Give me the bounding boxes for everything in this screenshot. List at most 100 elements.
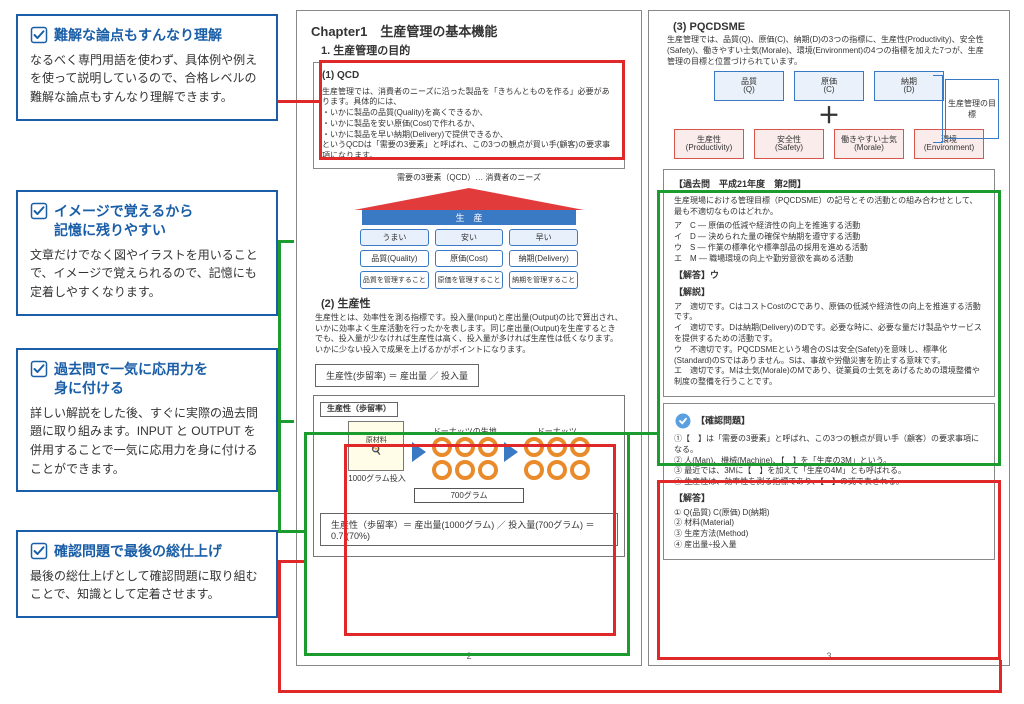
house-cell: 納期を管理すること xyxy=(509,271,578,289)
connector-line xyxy=(278,690,1002,693)
house-cell: 早い xyxy=(509,229,578,246)
feature-card-3: 過去問で一気に応用力を身に付ける詳しい解説をした後、すぐに実際の過去問題に取り組… xyxy=(16,348,278,492)
plus-icon: ＋ xyxy=(665,105,993,127)
section-2-head: (2) 生産性 xyxy=(297,295,641,313)
past-q-option: イ D — 決められた量の確保や納期を遵守する活動 xyxy=(674,232,984,243)
qcd-tail: というQCDは「需要の3要素」と呼ばれ、この3つの観点が買い手(顧客)の要求事項… xyxy=(322,140,616,162)
feature-title-text: 難解な論点もすんなり理解 xyxy=(54,26,222,45)
feature-card-4: 確認問題で最後の総仕上げ最後の総仕上げとして確認問題に取り組むことで、知識として… xyxy=(16,530,278,618)
confirm-item: ③ 最近では、3Mに【 】を加えて「生産の4M」とも呼ばれる。 xyxy=(674,466,984,477)
past-q-option: ウ S — 作業の標準化や標準部品の採用を進める活動 xyxy=(674,243,984,254)
confirm-item: ①【 】は「需要の3要素」と呼ばれ、この3つの観点が買い手（顧客）の要求事項にな… xyxy=(674,434,984,456)
check-icon xyxy=(30,542,48,560)
past-question-box: 【過去問 平成21年度 第2問】 生産現場における管理目標（PQCDSME）の記… xyxy=(663,169,995,397)
donut-output-bar: 700グラム xyxy=(414,488,524,503)
qcd-item: ・いかに製品の品質(Quality)を高くできるか、 xyxy=(322,108,616,119)
confirm-item: ② 人(Man)、機械(Machine)、【 】を「生産の3M」という。 xyxy=(674,456,984,467)
connector-line xyxy=(278,100,320,103)
section-1-head: 1. 生産管理の目的 xyxy=(297,42,641,60)
past-q-answer-head: 【解答】ウ xyxy=(674,269,984,283)
check-icon xyxy=(30,202,48,220)
house-cell: 納期(Delivery) xyxy=(509,250,578,267)
arrow-icon xyxy=(412,442,426,462)
doc-page-2: (3) PQCDSME 生産管理では、品質(Q)、原価(C)、納期(D)の3つの… xyxy=(648,10,1010,666)
chapter-title: Chapter1 生産管理の基本機能 xyxy=(297,11,641,42)
confirm-icon xyxy=(674,412,692,430)
donut-formula-label: 生産性（歩留率）＝ xyxy=(331,520,412,530)
confirm-head-text: 【確認問題】 xyxy=(696,415,750,425)
page-number: 3 xyxy=(649,651,1009,661)
past-q-explanation: イ 適切です。Dは納期(Delivery)のDです。必要な時に、必要な量だけ製品… xyxy=(674,323,984,345)
feature-card-1: 難解な論点もすんなり理解なるべく専門用語を使わず、具体例や例えを使って説明してい… xyxy=(16,14,278,121)
feature-title: 難解な論点もすんなり理解 xyxy=(30,26,264,45)
past-q-head: 【過去問 平成21年度 第2問】 xyxy=(674,178,984,192)
donut-formula: 生産性（歩留率）＝ 産出量(1000グラム) ／ 投入量(700グラム) ＝ 0… xyxy=(320,513,618,546)
house-cell: 安い xyxy=(435,229,504,246)
donut-col1-sub: 1000グラム投入 xyxy=(348,473,406,484)
past-q-option: ア C — 原価の低減や経済性の向上を推進する活動 xyxy=(674,221,984,232)
matrix-cell: 安全性(Safety) xyxy=(754,129,824,159)
connector-line xyxy=(278,240,281,530)
confirm-item: ④ 生産性は、効率性を測る指標であり、【 】の式で表される。 xyxy=(674,477,984,488)
qcd-block: (1) QCD 生産管理では、消費者のニーズに沿った製品を「きちんとものを作る」… xyxy=(313,62,625,169)
feature-body: 文章だけでなく図やイラストを用いることで、イメージで覚えられるので、記憶にも定着… xyxy=(30,246,264,302)
matrix-cell: 品質(Q) xyxy=(714,71,784,101)
donut-diagram: 生産性（歩留率） 原材料 🍳 1000グラム投入 ドーナッツの生地 ドーナッツ xyxy=(313,395,625,557)
house-cell: 品質(Quality) xyxy=(360,250,429,267)
house-caption: 需要の3要素（QCD）… 消費者のニーズ xyxy=(297,173,641,184)
feature-title-text: イメージで覚えるから記憶に残りやすい xyxy=(54,202,193,240)
feature-title: 過去問で一気に応用力を身に付ける xyxy=(30,360,264,398)
matrix-cell: 原価(C) xyxy=(794,71,864,101)
house-banner: 生 産 xyxy=(362,210,576,225)
past-q-explain-head: 【解説】 xyxy=(674,286,984,300)
feature-card-2: イメージで覚えるから記憶に残りやすい文章だけでなく図やイラストを用いることで、イ… xyxy=(16,190,278,316)
connector-line xyxy=(278,420,294,423)
connector-line xyxy=(278,560,304,563)
feature-title-text: 確認問題で最後の総仕上げ xyxy=(54,542,222,561)
donut-grid-1 xyxy=(432,437,498,480)
confirm-question-box: 【確認問題】 ①【 】は「需要の3要素」と呼ばれ、この3つの観点が買い手（顧客）… xyxy=(663,403,995,560)
donut-col1-label: 原材料 xyxy=(366,435,387,445)
house-diagram: 生 産 うまい安い早い 品質(Quality) 原価(Cost) 納期(Delive… xyxy=(354,188,584,289)
qcd-item: ・いかに製品を安い原価(Cost)で作れるか、 xyxy=(322,119,616,130)
past-q-explanation: エ 適切です。Mは士気(Morale)のMであり、従業員の士気をあげるための環境… xyxy=(674,366,984,388)
donut-col2-label: ドーナッツの生地 xyxy=(432,426,498,437)
past-q-option: エ M — 職場環境の向上や勤労意欲を高める活動 xyxy=(674,254,984,265)
confirm-answer: ④ 産出量÷投入量 xyxy=(674,540,984,551)
feature-title-text: 過去問で一気に応用力を身に付ける xyxy=(54,360,208,398)
donut-ingredient: 原材料 🍳 xyxy=(348,421,404,471)
arrow-icon xyxy=(504,442,518,462)
connector-line xyxy=(278,240,294,243)
formula-productivity: 生産性(歩留率) ＝ 産出量 ／ 投入量 xyxy=(315,364,479,387)
past-q-explanation: ウ 不適切です。PQCDSMEという場合のSは安全(Safety)を意味し、標準… xyxy=(674,345,984,367)
feature-body: 最後の総仕上げとして確認問題に取り組むことで、知識として定着させます。 xyxy=(30,567,264,604)
confirm-answer: ① Q(品質) C(原価) D(納期) xyxy=(674,508,984,519)
confirm-answer: ③ 生産方法(Method) xyxy=(674,529,984,540)
check-icon xyxy=(30,26,48,44)
house-cell: うまい xyxy=(360,229,429,246)
donut-title: 生産性（歩留率） xyxy=(320,402,398,417)
house-cell: 品質を管理すること xyxy=(360,271,429,289)
page-number: 2 xyxy=(297,651,641,661)
connector-line xyxy=(278,560,281,693)
qcd-lead: 生産管理では、消費者のニーズに沿った製品を「きちんとものを作る」必要があります。… xyxy=(322,87,616,109)
past-q-lead: 生産現場における管理目標（PQCDSME）の記号とその活動との組み合わせとして、… xyxy=(674,196,984,218)
pqcdsme-matrix: 品質(Q)原価(C)納期(D) ＋ 生産性(Productivity)安全性(S… xyxy=(665,71,993,159)
connector-line xyxy=(999,660,1002,693)
matrix-side-label: 生産管理の目標 xyxy=(945,79,999,139)
confirm-answer: ② 材料(Material) xyxy=(674,518,984,529)
matrix-cell: 生産性(Productivity) xyxy=(674,129,744,159)
doc-page-1: Chapter1 生産管理の基本機能 1. 生産管理の目的 (1) QCD 生産… xyxy=(296,10,642,666)
house-cell: 原価(Cost) xyxy=(435,250,504,267)
feature-title: 確認問題で最後の総仕上げ xyxy=(30,542,264,561)
connector-line xyxy=(278,530,306,533)
donut-grid-2 xyxy=(524,437,590,480)
house-cell: 原価を管理すること xyxy=(435,271,504,289)
qcd-head: (1) QCD xyxy=(322,69,616,84)
feature-body: なるべく専門用語を使わず、具体例や例えを使って説明しているので、合格レベルの難解… xyxy=(30,51,264,107)
confirm-head: 【確認問題】 xyxy=(674,412,984,430)
qcd-item: ・いかに製品を早い納期(Delivery)で提供できるか、 xyxy=(322,130,616,141)
connector-line xyxy=(630,432,658,435)
past-q-explanation: ア 適切です。CはコストCostのCであり、原価の低減や経済性の向上を推進する活… xyxy=(674,302,984,324)
feature-body: 詳しい解説をした後、すぐに実際の過去問題に取り組みます。INPUT と OUTP… xyxy=(30,404,264,478)
